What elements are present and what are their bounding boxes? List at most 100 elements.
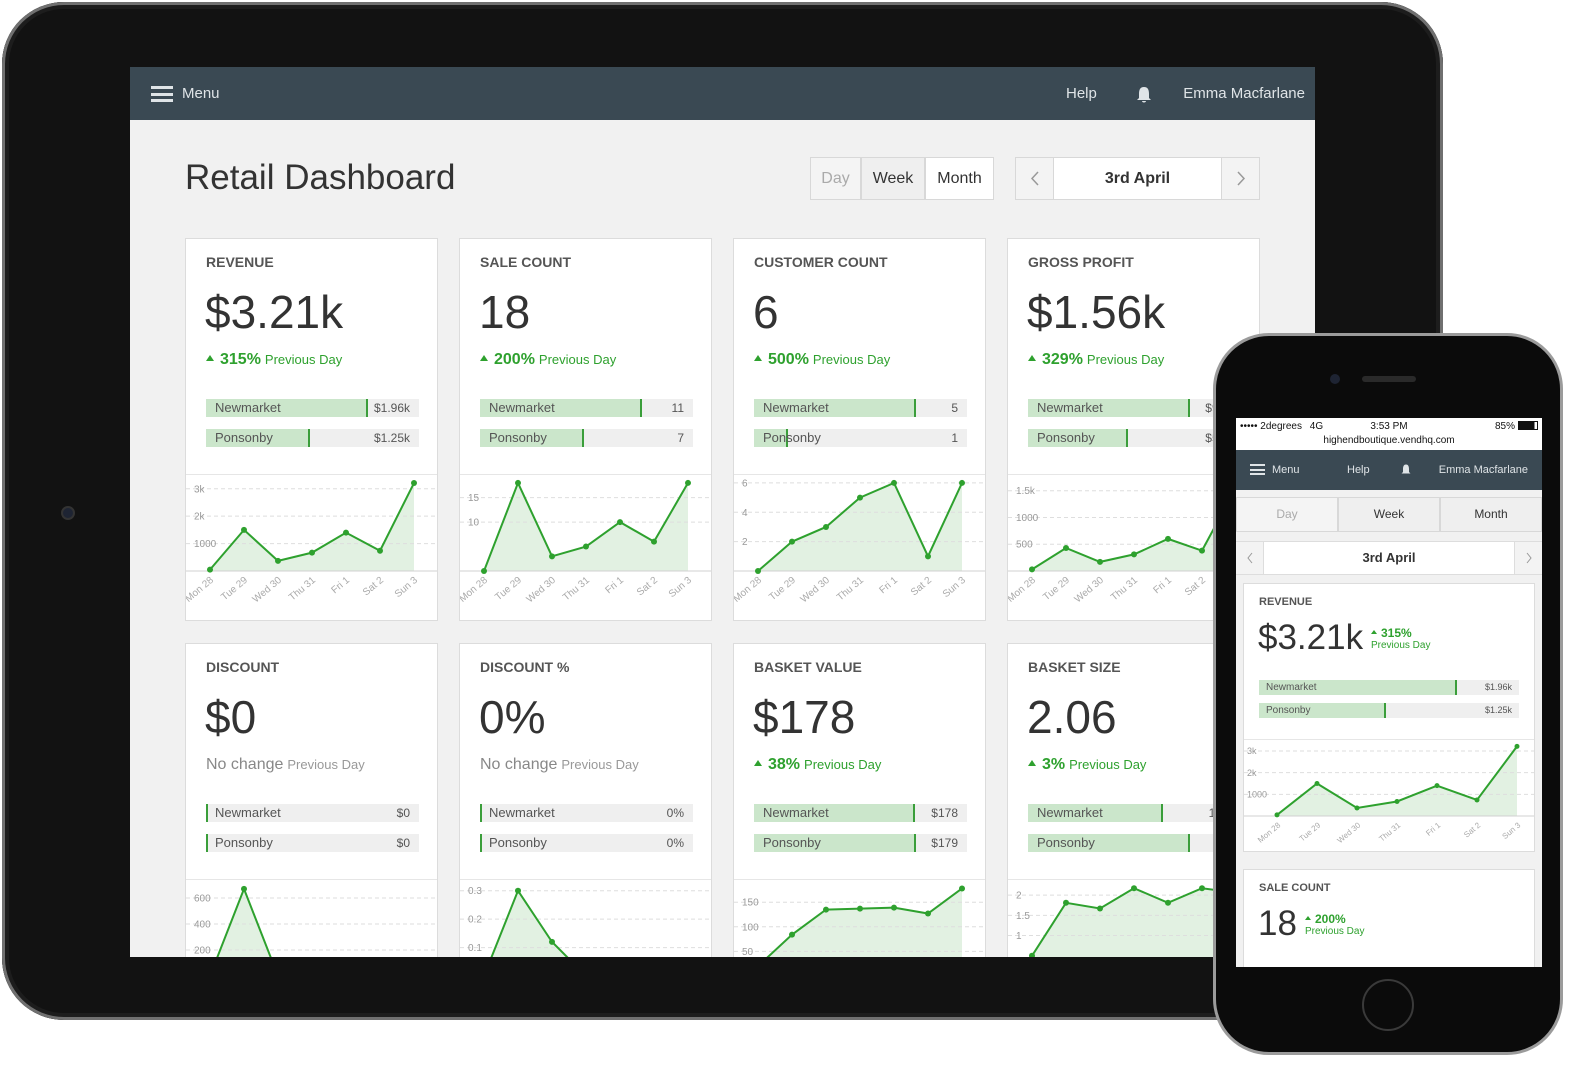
prev-date[interactable] [1236,542,1264,574]
chevron-right [1237,171,1246,186]
point [755,568,761,574]
hamburger-bar [151,92,173,96]
period-button[interactable]: Week [1338,497,1440,532]
store-value: $179 [931,836,958,850]
point [241,885,247,892]
period-button[interactable]: Month [925,157,994,200]
card-title: BASKET VALUE [754,659,862,675]
change-value: No change [206,756,284,773]
card-value: 2.06 [1027,691,1117,743]
store-value: $178 [931,806,958,820]
home-button[interactable] [1362,979,1414,1031]
x-tick-label: Sat 2 [909,575,934,599]
bell-icon[interactable] [1401,464,1411,476]
change-row: 200% Previous Day [480,351,616,369]
x-tick-label: Sat 2 [361,575,386,599]
area [210,483,414,571]
store-row: Ponsonby $0 [206,834,419,852]
x-tick-label: Wed 30 [251,575,285,606]
menu-button[interactable]: Menu [151,67,241,120]
next-date[interactable] [1221,158,1259,199]
metric-card: CUSTOMER COUNT 6 500% Previous Day Newmarket… [733,238,986,621]
y-tick-label: 0.3 [468,886,482,897]
store-value: 0% [666,836,684,850]
chevron-right [1526,552,1532,564]
change-label: Previous Day [264,352,343,367]
store-value: 7 [677,431,684,445]
period-button[interactable]: Week [861,157,925,200]
point [241,526,247,533]
x-tick-label: Thu 31 [287,575,318,604]
point [1165,535,1171,542]
date-nav: 3rd April [1015,157,1260,200]
point [1354,805,1360,811]
change-label: Previous Day [1086,352,1165,367]
point [1199,547,1205,554]
store-bar [754,399,916,417]
change-label: Previous Day [287,757,365,772]
phone-screen: ••••• 2degrees 4G 3:53 PM 85% highendbou… [1236,418,1542,967]
trend-arrow [1028,355,1036,361]
store-name: Newmarket [215,400,281,415]
x-tick-label: Mon 28 [186,575,216,605]
store-row: Newmarket 5 [754,399,967,417]
user-name[interactable]: Emma Macfarlane [1438,464,1528,476]
battery-level: 85% [1494,421,1515,432]
point [857,905,863,912]
change-value: 200% [494,351,535,368]
carrier: ••••• 2degrees 4G [1240,421,1323,432]
point [1063,899,1069,906]
metric-card: SALE COUNT 18 200% Previous Day [1243,869,1535,967]
help-link[interactable]: Help [1347,464,1370,476]
point [1474,797,1480,803]
x-tick-label: Wed 30 [1073,575,1107,606]
user-name[interactable]: Emma Macfarlane [1183,85,1305,102]
period-button[interactable]: Month [1440,497,1542,532]
point [1131,885,1137,892]
next-date[interactable] [1514,542,1542,574]
store-row: Ponsonby 1 [754,429,967,447]
area [491,890,568,957]
card-value: 18 [1258,904,1297,943]
area [484,482,688,571]
point [1394,798,1400,804]
store-row: Newmarket $178 [754,804,967,822]
change-row: 315% [1371,624,1412,642]
x-tick-label: Fri 1 [1152,575,1175,597]
area [217,888,271,957]
change-label: Previous Day [1371,640,1431,651]
point [857,494,863,501]
change-value: 38% [768,756,801,773]
nav-bar: Menu Help Emma Macfarlane [130,67,1315,120]
point [823,523,829,530]
metric-card: REVENUE $3.21k 315% Previous Day Newmarket $1… [1243,583,1535,852]
prev-date[interactable] [1016,158,1054,199]
area [1032,487,1236,571]
area [758,482,962,571]
menu-button[interactable]: Menu [1250,450,1310,490]
point [207,566,213,573]
store-row: Ponsonby $179 [754,834,967,852]
change-value: 500% [768,351,809,368]
x-tick-label: Tue 29 [219,575,250,603]
card-title: GROSS PROFIT [1028,254,1134,270]
point [1199,885,1205,892]
x-tick-label: Thu 31 [835,575,866,604]
bell-icon[interactable] [1136,86,1152,104]
store-row: Newmarket $1.96k [206,399,419,417]
store-row: Newmarket$969 [1028,399,1241,417]
help-link[interactable]: Help [1066,85,1097,102]
y-tick-label: 2 [1016,891,1022,902]
point [891,904,897,911]
point [1165,899,1171,906]
point [959,479,965,486]
point [1434,783,1440,789]
card-title: DISCOUNT % [480,659,570,675]
x-tick-label: Tue 29 [1041,575,1072,603]
change-value: 200% [1315,912,1346,926]
metric-card: GROSS PROFIT $1.56k 329% Previous Day Newmar… [1007,238,1260,621]
store-bar [1028,834,1190,852]
trend-arrow [1305,916,1311,920]
point [309,549,315,556]
